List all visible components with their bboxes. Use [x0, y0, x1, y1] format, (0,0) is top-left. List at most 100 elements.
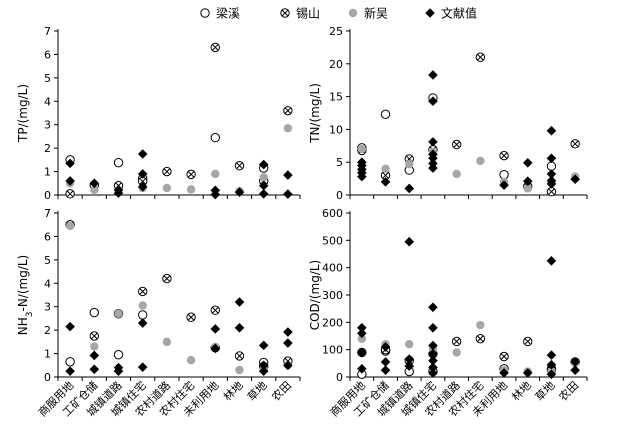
- category-label: 林地: [508, 378, 533, 403]
- y-tick-label-tp: 6: [44, 48, 51, 61]
- point-literature: [283, 338, 293, 348]
- point-literature: [65, 366, 75, 376]
- legend-label-liangxi: 梁溪: [216, 6, 240, 21]
- point-literature: [546, 359, 557, 370]
- y-axis-title-tp: TP/(mg/L): [16, 84, 30, 143]
- y-tick-label-cod: 0: [336, 371, 343, 384]
- point-literature: [234, 187, 245, 197]
- y-axis-title-tn: TN/(mg/L): [308, 83, 322, 144]
- legend-item-liangxi: 梁溪: [200, 6, 240, 21]
- point-literature: [113, 366, 124, 376]
- point-xinwu: [186, 185, 196, 194]
- point-literature: [404, 236, 415, 247]
- point-xishan: [570, 139, 580, 149]
- point-xinwu: [114, 309, 123, 318]
- y-tick-label-tp: 7: [44, 25, 51, 38]
- legend-label-xishan: 锡山: [296, 6, 320, 21]
- point-literature: [428, 348, 438, 359]
- point-xinwu: [90, 342, 99, 351]
- point-xishan: [138, 176, 148, 187]
- y-axis-title-nh3n: NH3-N/(mg/L): [16, 255, 35, 335]
- point-liangxi: [113, 350, 124, 360]
- y-tick-label-nh3n: 4: [44, 277, 51, 290]
- y-tick-label-tp: 0: [44, 189, 51, 202]
- point-xinwu: [381, 164, 390, 173]
- point-literature: [357, 323, 367, 333]
- point-xinwu: [405, 340, 414, 349]
- point-literature: [546, 169, 557, 179]
- point-literature: [137, 149, 148, 159]
- point-xinwu: [162, 337, 172, 347]
- point-literature: [546, 256, 557, 266]
- y-tick-label-cod: 500: [322, 234, 343, 247]
- point-literature: [380, 365, 391, 375]
- point-literature: [283, 360, 293, 371]
- point-literature: [258, 180, 269, 191]
- legend-marker-xinwu: [348, 8, 358, 18]
- point-literature: [65, 158, 75, 169]
- point-literature: [546, 153, 557, 164]
- point-literature: [234, 297, 245, 307]
- point-literature: [380, 357, 391, 367]
- point-literature: [499, 180, 509, 190]
- point-literature: [428, 302, 438, 313]
- legend-item-xishan: 锡山: [280, 6, 320, 21]
- point-literature: [357, 347, 367, 358]
- y-tick-label-nh3n: 7: [44, 207, 51, 220]
- points-nh3n: [65, 220, 293, 376]
- point-liangxi: [65, 357, 75, 367]
- point-literature: [428, 355, 438, 366]
- points-tp: [65, 42, 293, 200]
- legend: 梁溪 锡山 新吴 文献值: [200, 6, 477, 21]
- points-cod: [357, 236, 580, 380]
- point-literature: [428, 96, 438, 106]
- y-tick-label-cod: 400: [322, 262, 343, 275]
- y-tick-label-cod: 600: [322, 207, 343, 220]
- category-label: 草地: [533, 379, 558, 404]
- point-literature: [428, 137, 438, 147]
- point-xinwu: [523, 184, 532, 193]
- point-literature: [137, 362, 148, 372]
- point-literature: [357, 364, 367, 374]
- point-liangxi: [113, 157, 124, 168]
- point-xishan: [499, 150, 509, 161]
- point-xishan: [210, 42, 221, 53]
- point-xishan: [65, 189, 75, 199]
- point-xishan: [138, 286, 148, 297]
- point-liangxi: [499, 169, 509, 180]
- point-literature: [210, 343, 221, 354]
- point-xishan: [475, 334, 486, 344]
- y-tick-label-nh3n: 2: [44, 324, 51, 337]
- point-literature: [546, 369, 557, 380]
- y-tick-label-cod: 300: [322, 289, 343, 302]
- y-tick-label-tn: 20: [329, 58, 343, 71]
- point-xinwu: [452, 348, 461, 357]
- point-xinwu: [90, 185, 99, 195]
- point-literature: [65, 176, 75, 186]
- point-xinwu: [259, 173, 268, 182]
- point-literature: [89, 178, 100, 189]
- y-tick-label-tn: 10: [329, 123, 343, 136]
- point-xishan: [89, 331, 100, 341]
- point-xishan: [234, 351, 245, 361]
- legend-label-xinwu: 新吴: [364, 6, 388, 21]
- legend-marker-liangxi: [200, 8, 210, 18]
- point-literature: [258, 340, 269, 351]
- y-tick-label-nh3n: 6: [44, 230, 51, 243]
- point-literature: [137, 318, 148, 328]
- point-literature: [234, 323, 245, 333]
- point-xinwu: [405, 159, 414, 169]
- point-literature: [137, 169, 148, 179]
- point-xinwu: [476, 320, 485, 330]
- point-xinwu: [65, 221, 75, 231]
- y-tick-label-cod: 200: [322, 316, 343, 329]
- point-literature: [357, 171, 367, 182]
- y-axis-title-cod: COD/(mg/L): [308, 260, 322, 331]
- point-literature: [113, 188, 124, 198]
- point-literature: [283, 327, 293, 337]
- point-literature: [357, 328, 367, 339]
- point-literature: [258, 366, 269, 376]
- panel-tp: 0 1 2 3 4 5 6 7 TP/(mg/L): [16, 25, 301, 202]
- points-tn: [357, 52, 580, 197]
- chart-panels: 0 1 2 3 4 5 6 7 TP/(mg/L) 0 5 10 15 20 25 TN/(mg/L) 0 1 2 3…: [16, 25, 588, 419]
